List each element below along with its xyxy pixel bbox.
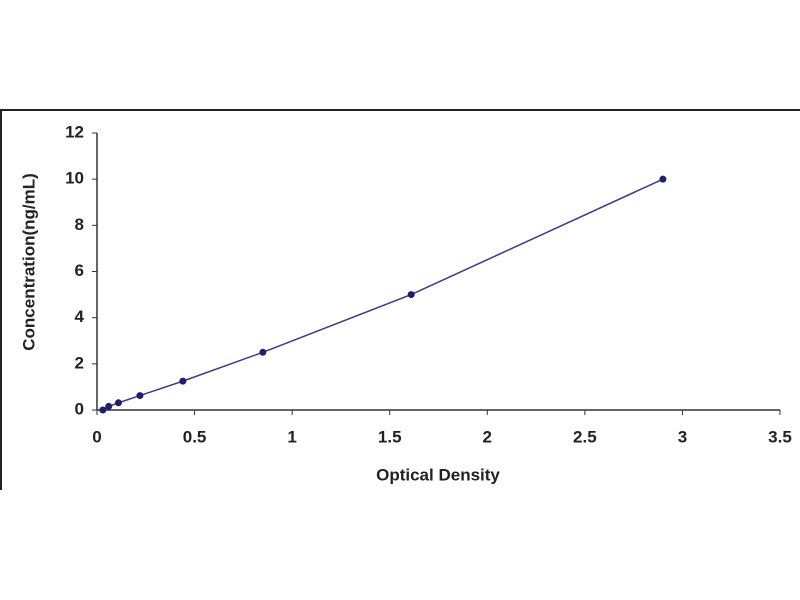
x-tick-label: 1.5: [378, 427, 402, 446]
y-tick-label: 4: [75, 307, 85, 326]
point: [407, 291, 415, 299]
point: [105, 402, 113, 410]
point: [99, 406, 107, 414]
y-axis-title: Concentration(ng/mL): [19, 173, 38, 351]
point: [114, 399, 122, 407]
y-tick-label: 12: [65, 122, 84, 141]
x-tick-label: 3: [678, 427, 687, 446]
curve: [102, 178, 664, 411]
x-tick-label: 2.5: [573, 427, 597, 446]
y-tick-label: 6: [75, 261, 84, 280]
x-tick-label: 1: [287, 427, 296, 446]
y-tick-label: 8: [75, 215, 84, 234]
point: [259, 348, 267, 356]
x-tick-label: 3.5: [768, 427, 792, 446]
y-tick-label: 2: [75, 353, 84, 372]
x-tick-label: 2: [483, 427, 492, 446]
y-tick-label: 10: [65, 169, 84, 188]
x-axis-title: Optical Density: [376, 465, 500, 484]
point: [659, 175, 667, 183]
point: [136, 392, 144, 400]
y-tick-label: 0: [75, 399, 84, 418]
x-tick-label: 0: [92, 427, 101, 446]
x-tick-label: 0.5: [183, 427, 207, 446]
point: [179, 377, 187, 385]
